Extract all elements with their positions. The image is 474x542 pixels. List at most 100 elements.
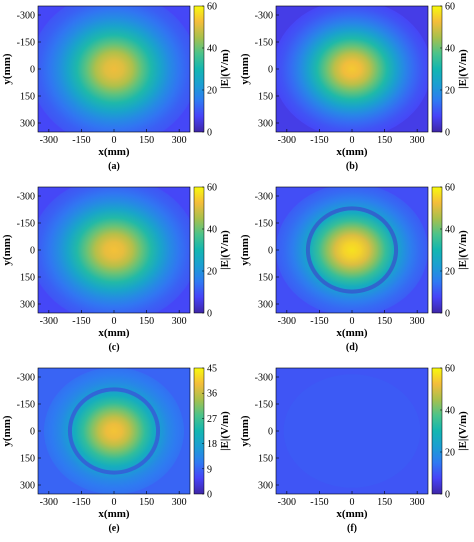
colorbar-tick-label: 0 — [445, 490, 450, 501]
null-ring — [305, 206, 399, 294]
y-tick-label: 300 — [258, 481, 273, 492]
panel-e: -300 -150 0 150 300 -300 -150 0 150 300 x(mm) y(mm)… — [1, 364, 231, 535]
field-spot — [38, 187, 190, 313]
y-tick-label: 150 — [258, 454, 273, 465]
x-tick-label: -300 — [40, 316, 58, 327]
heatmap-field — [276, 368, 428, 494]
x-tick-label: -150 — [72, 497, 90, 508]
colorbar-tick-label: 60 — [207, 183, 217, 194]
x-tick-label: -150 — [72, 135, 90, 146]
y-axis-label: y(mm) — [239, 53, 251, 84]
colorbar-tick-label: 0 — [207, 309, 212, 320]
x-axis-label: x(mm) — [336, 146, 367, 158]
x-tick-label: 150 — [139, 316, 154, 327]
heatmap-field — [38, 6, 190, 132]
y-tick-label: -150 — [255, 38, 273, 49]
x-tick-label: 0 — [112, 497, 117, 508]
heatmap-field — [276, 6, 428, 132]
y-tick-label: -300 — [255, 11, 273, 22]
x-tick-label: 300 — [410, 135, 425, 146]
heatmap-field — [276, 187, 428, 313]
colorbar-tick-label: 40 — [445, 406, 455, 417]
field-spot — [276, 6, 428, 132]
field-spot — [38, 6, 190, 132]
colorbar-label: |E|(V/m) — [457, 411, 469, 451]
colorbar — [193, 367, 205, 495]
colorbar-tick-label: 40 — [207, 225, 217, 236]
y-tick-label: -300 — [17, 11, 35, 22]
null-ring — [67, 387, 161, 475]
heatmap-field — [38, 187, 190, 313]
colorbar-tick-label: 60 — [445, 364, 455, 375]
x-tick-label: 150 — [377, 135, 392, 146]
colorbar-label: |E|(V/m) — [457, 49, 469, 89]
y-tick-label: 0 — [30, 65, 35, 76]
y-tick-label: 300 — [258, 119, 273, 130]
colorbar-tick-label: 0 — [445, 309, 450, 320]
y-tick-label: -150 — [17, 38, 35, 49]
colorbar-tick-label: 40 — [445, 225, 455, 236]
x-axis-label: x(mm) — [336, 327, 367, 339]
field-spot — [283, 374, 421, 488]
field-spot — [276, 187, 428, 313]
y-tick-label: -150 — [255, 400, 273, 411]
colorbar-tick-label: 0 — [207, 128, 212, 139]
x-axis-label: x(mm) — [98, 508, 129, 520]
y-tick-label: 150 — [258, 273, 273, 284]
y-tick-label: -150 — [255, 219, 273, 230]
y-tick-label: -150 — [17, 219, 35, 230]
y-tick-label: -150 — [17, 400, 35, 411]
panel-f: -300 -150 0 150 300 -300 -150 0 150 300 x(mm) y(mm)… — [239, 364, 469, 535]
panel-caption: (b) — [346, 161, 358, 172]
x-tick-label: 300 — [410, 497, 425, 508]
colorbar-tick-label: 20 — [445, 448, 455, 459]
y-tick-label: 0 — [268, 246, 273, 257]
field-spot — [44, 368, 184, 494]
x-tick-label: 0 — [350, 497, 355, 508]
colorbar-tick-label: 18 — [207, 439, 217, 450]
colorbar-tick-label: 20 — [207, 86, 217, 97]
y-tick-label: 300 — [20, 119, 35, 130]
y-tick-label: 0 — [30, 246, 35, 257]
y-axis-label: y(mm) — [1, 234, 13, 265]
y-tick-label: 150 — [20, 92, 35, 103]
panel-c: -300 -150 0 150 300 -300 -150 0 150 300 x(mm) y(mm)… — [1, 183, 231, 354]
panel-caption: (a) — [108, 161, 120, 172]
colorbar-tick-label: 60 — [445, 2, 455, 13]
y-tick-label: -300 — [17, 192, 35, 203]
y-tick-label: 0 — [268, 65, 273, 76]
x-axis-label: x(mm) — [98, 327, 129, 339]
x-tick-label: 150 — [139, 135, 154, 146]
colorbar-tick-label: 0 — [207, 490, 212, 501]
x-axis-label: x(mm) — [336, 508, 367, 520]
panel-caption: (f) — [347, 523, 357, 534]
y-axis-label: y(mm) — [239, 234, 251, 265]
x-tick-label: -150 — [310, 316, 328, 327]
colorbar-tick-label: 20 — [207, 267, 217, 278]
x-tick-label: 300 — [172, 135, 187, 146]
x-tick-label: -300 — [40, 135, 58, 146]
x-tick-label: 300 — [410, 316, 425, 327]
colorbar-tick-label: 0 — [445, 128, 450, 139]
x-tick-label: 150 — [139, 497, 154, 508]
colorbar — [193, 5, 205, 133]
y-tick-label: -300 — [17, 373, 35, 384]
x-tick-label: 0 — [350, 316, 355, 327]
x-tick-label: -300 — [278, 316, 296, 327]
panel-b: -300 -150 0 150 300 -300 -150 0 150 300 x(mm) y(mm)… — [239, 2, 469, 173]
colorbar-tick-label: 27 — [207, 414, 217, 425]
x-tick-label: 0 — [112, 316, 117, 327]
panel-a: -300 -150 0 150 300 -300 -150 0 150 300 x(mm) y(mm)… — [1, 2, 231, 173]
colorbar-label: |E|(V/m) — [219, 49, 231, 89]
y-tick-label: 0 — [268, 427, 273, 438]
colorbar-tick-label: 36 — [207, 389, 217, 400]
colorbar-tick-label: 45 — [207, 364, 217, 375]
x-tick-label: 150 — [377, 316, 392, 327]
colorbar-tick-label: 20 — [445, 86, 455, 97]
x-axis-label: x(mm) — [98, 146, 129, 158]
y-tick-label: 300 — [20, 300, 35, 311]
y-axis-label: y(mm) — [1, 415, 13, 446]
x-tick-label: -150 — [310, 497, 328, 508]
x-tick-label: -300 — [278, 497, 296, 508]
colorbar-tick-label: 60 — [207, 2, 217, 13]
